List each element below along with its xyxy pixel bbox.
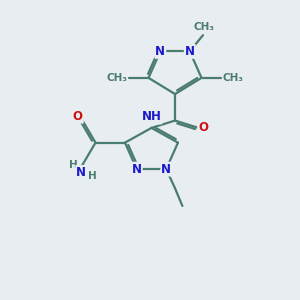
Text: N: N	[185, 45, 195, 58]
Text: CH₃: CH₃	[106, 73, 127, 83]
Text: NH: NH	[142, 110, 161, 124]
Text: O: O	[73, 110, 83, 123]
Text: N: N	[132, 163, 142, 176]
Text: O: O	[198, 122, 208, 134]
Text: N: N	[155, 45, 165, 58]
Text: CH₃: CH₃	[223, 73, 244, 83]
Text: N: N	[161, 163, 171, 176]
Text: H: H	[69, 160, 78, 170]
Text: H: H	[88, 172, 97, 182]
Text: N: N	[76, 166, 86, 178]
Text: CH₃: CH₃	[194, 22, 215, 32]
